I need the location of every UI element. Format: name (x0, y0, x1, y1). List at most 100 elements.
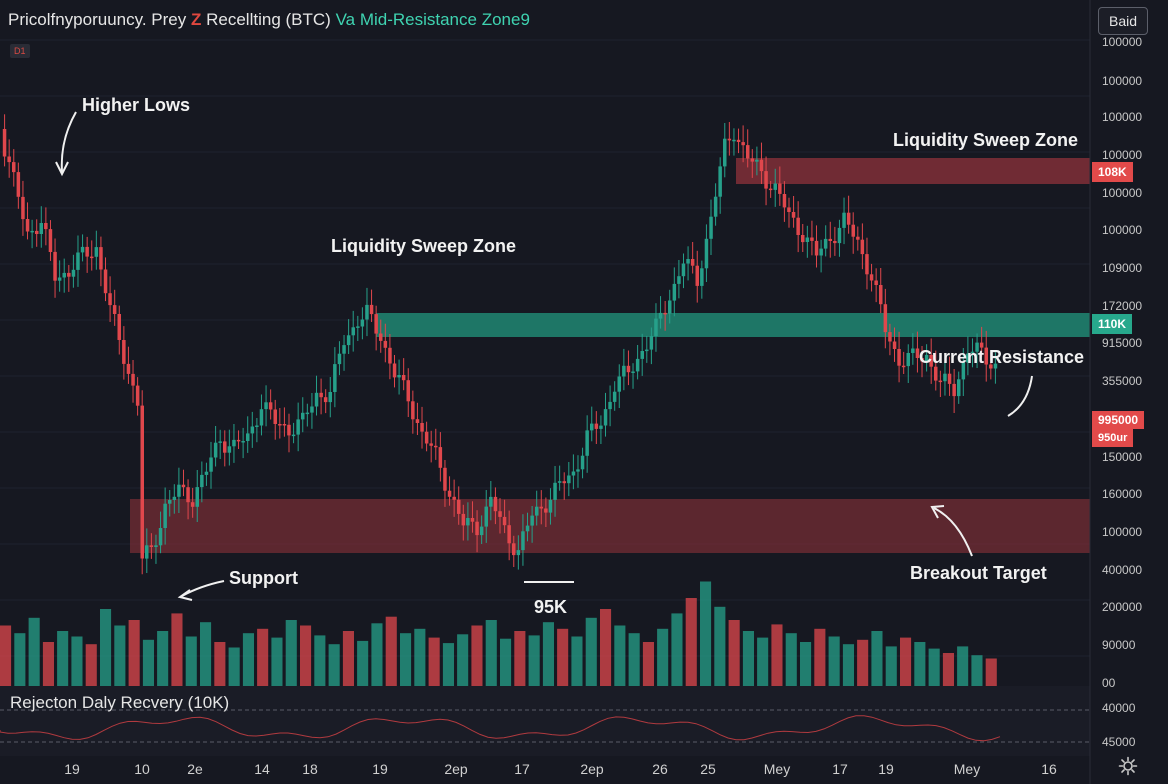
mid-resistance-zone (376, 313, 1090, 337)
candle-body (369, 304, 374, 315)
candle-body (782, 194, 787, 208)
volume-bar (628, 633, 640, 686)
volume-bar (157, 631, 169, 686)
x-tick: Mey (953, 761, 981, 777)
volume-bar (985, 658, 997, 686)
x-tick: 10 (134, 761, 150, 777)
arrow-resistance (1007, 375, 1033, 417)
candle-body (631, 371, 635, 373)
candle-body (126, 363, 131, 374)
volume-bar (771, 624, 783, 686)
candle-body (53, 251, 57, 281)
candle-body (906, 353, 910, 367)
candle-body (67, 272, 71, 277)
volume-bar (757, 637, 769, 686)
breakout-target-label: Breakout Target (910, 563, 1047, 583)
candle-body (424, 431, 429, 444)
candle-body (736, 139, 741, 142)
bid-button[interactable]: Baid (1098, 7, 1148, 35)
candle-body (544, 508, 548, 513)
candle-body (599, 425, 603, 429)
candle-body (842, 212, 846, 228)
price-tag-108k: 108K (1092, 162, 1133, 182)
volume-bar (828, 636, 840, 686)
volume-bar (514, 631, 526, 686)
candle-body (140, 405, 144, 559)
volume-bar (671, 613, 683, 686)
candle-body (204, 471, 209, 475)
y-tick: 915000 (1102, 336, 1143, 350)
arrow-higher-lows (60, 111, 77, 173)
candle-body (163, 503, 167, 528)
candle-body (856, 236, 860, 240)
candle-body (801, 235, 805, 243)
candle-body (360, 319, 365, 327)
candle-body (530, 515, 534, 526)
candle-body (429, 443, 433, 446)
candle-body (168, 500, 172, 504)
volume-bar (785, 633, 797, 686)
volume-bar (285, 620, 297, 686)
candle-body (993, 363, 998, 369)
candle-body (30, 230, 34, 233)
candle-body (71, 269, 76, 277)
candle-body (273, 409, 277, 424)
candle-body (984, 347, 988, 365)
candle-body (2, 129, 7, 157)
candle-body (943, 373, 947, 382)
candle-body (420, 423, 424, 432)
candle-body (209, 457, 213, 472)
candle-body (461, 513, 466, 526)
candle-body (158, 528, 163, 546)
candle-body (759, 159, 764, 172)
candle-body (663, 312, 667, 315)
candle-body (305, 412, 310, 415)
x-tick: 2e (187, 761, 203, 777)
candle-body (25, 219, 30, 232)
y-tick: 100000 (1102, 525, 1143, 539)
candle-body (112, 305, 117, 314)
volume-bar (814, 628, 826, 686)
candle-body (539, 506, 543, 509)
candle-body (484, 506, 488, 527)
indicator-label: Rejecton Daly Recvery (10K) (10, 693, 230, 712)
y-tick: 90000 (1102, 638, 1136, 652)
candle-body (869, 274, 874, 281)
volume-bar (14, 633, 26, 686)
candle-body (989, 364, 993, 369)
x-tick: 19 (372, 761, 388, 777)
candle-body (434, 445, 438, 448)
candle-body (626, 365, 631, 373)
volume-bar (600, 609, 612, 686)
y-tick: 400000 (1102, 563, 1143, 577)
support-zone (130, 499, 1090, 553)
volume-bar (142, 639, 154, 686)
candle-body (952, 383, 956, 397)
candle-body (695, 265, 699, 286)
candle-body (218, 441, 222, 443)
candle-body (507, 525, 511, 544)
candle-body (392, 363, 397, 378)
candle-body (388, 347, 392, 364)
candle-body (498, 511, 502, 517)
volume-bar (428, 637, 440, 686)
gear-icon[interactable] (1118, 756, 1138, 776)
candle-body (920, 358, 924, 362)
candle-body (489, 496, 493, 507)
volume-bar (657, 628, 669, 686)
candle-body (970, 351, 975, 354)
candle-body (883, 304, 888, 333)
candle-body (553, 482, 557, 500)
candle-body (470, 518, 475, 522)
x-tick: 2ep (444, 761, 468, 777)
timeframe-badge[interactable]: D1 (10, 44, 30, 58)
candle-body (103, 269, 108, 294)
candle-body (681, 263, 686, 277)
volume-bar (385, 616, 397, 686)
candle-body (57, 277, 62, 281)
candle-body (411, 401, 415, 420)
candle-body (287, 424, 291, 436)
volume-bar (400, 633, 412, 686)
candle-body (828, 238, 832, 241)
